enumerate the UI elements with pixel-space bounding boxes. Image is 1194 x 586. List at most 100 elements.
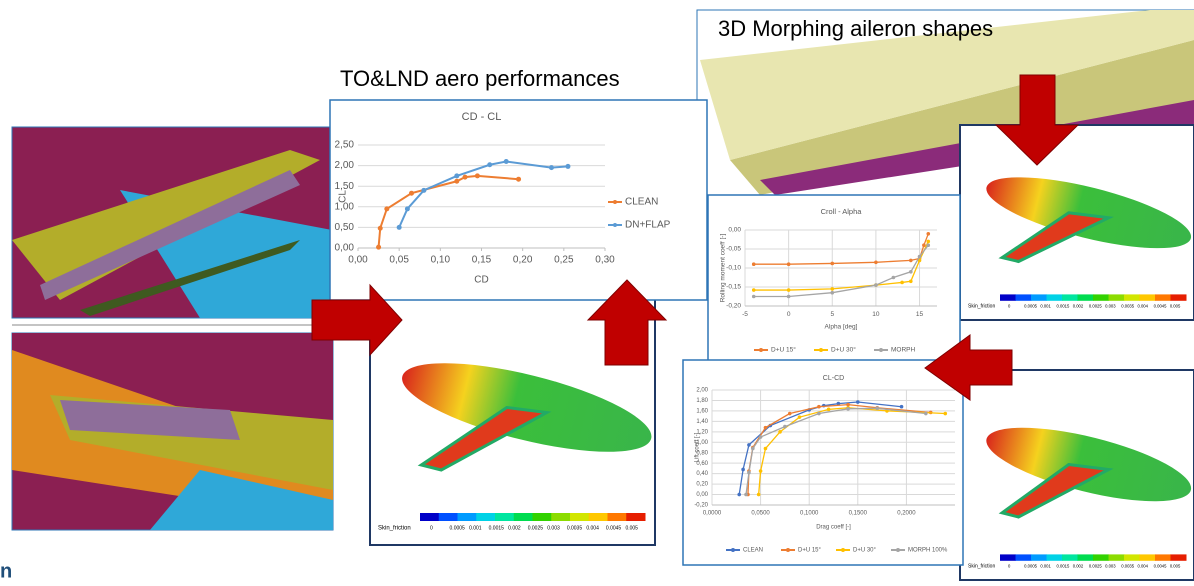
data-point xyxy=(421,188,426,193)
y-tick-label: 2,00 xyxy=(335,160,355,171)
legend-label: D+U 15° xyxy=(798,548,822,554)
colorbar-label: 0.0045 xyxy=(1154,564,1167,569)
colorbar-label: 0.005 xyxy=(1170,304,1181,309)
colorbar-label: 0.0015 xyxy=(1057,564,1070,569)
data-point xyxy=(875,406,879,410)
colorbar-label: 0.0025 xyxy=(1089,304,1102,309)
colorbar-label: 0.0035 xyxy=(567,525,583,531)
data-point xyxy=(565,164,570,169)
y-tick-label: -0,15 xyxy=(726,284,741,291)
data-point xyxy=(384,206,389,211)
x-tick-label: 0,1500 xyxy=(849,511,868,517)
x-tick-label: 0,10 xyxy=(431,255,451,266)
slide: n 3D Morphing aileron shapes TO&LND aero… xyxy=(0,0,1194,586)
chart-frame xyxy=(708,195,960,370)
colorbar-cell xyxy=(1000,294,1016,300)
data-point xyxy=(549,165,554,170)
data-point xyxy=(744,493,748,497)
aero-heading: TO&LND aero performances xyxy=(340,66,620,91)
x-tick-label: 0,00 xyxy=(348,255,368,266)
data-point xyxy=(764,447,768,451)
data-point xyxy=(454,179,459,184)
data-point xyxy=(856,400,860,404)
data-point xyxy=(405,206,410,211)
data-point xyxy=(752,262,756,266)
chart-title: CD - CL xyxy=(462,111,502,123)
chart-title: Croll - Alpha xyxy=(821,207,863,216)
legend-label: MORPH xyxy=(891,347,916,354)
colorbar-cell xyxy=(1062,294,1078,300)
data-point xyxy=(892,276,896,280)
legend-label: D+U 30° xyxy=(831,346,856,354)
data-point xyxy=(918,255,922,259)
x-tick-label: 0,25 xyxy=(554,255,574,266)
legend-marker xyxy=(731,548,735,552)
data-point xyxy=(759,469,763,473)
colorbar-label: 0.005 xyxy=(1170,564,1181,569)
colorbar-label: 0.0035 xyxy=(1121,304,1134,309)
colorbar-cell xyxy=(1109,554,1125,560)
x-tick-label: 5 xyxy=(830,311,834,318)
colorbar-cell xyxy=(1047,294,1063,300)
chart-frame xyxy=(683,360,963,565)
legend-marker xyxy=(819,348,823,352)
y-tick-label: 0,50 xyxy=(335,222,355,233)
data-point xyxy=(787,262,791,266)
colorbar-cell xyxy=(1016,554,1032,560)
colorbar-label: 0.0035 xyxy=(1121,564,1134,569)
data-point xyxy=(909,259,913,263)
y-tick-label: 1,60 xyxy=(696,408,708,414)
data-point xyxy=(900,405,904,409)
colorbar-label: 0.003 xyxy=(1105,564,1116,569)
data-point xyxy=(926,240,930,244)
colorbar-cell xyxy=(1155,554,1171,560)
colorbar-cell xyxy=(458,513,477,521)
data-point xyxy=(787,288,791,292)
colorbar-label: 0.0005 xyxy=(1024,564,1037,569)
legend-marker xyxy=(896,548,900,552)
data-point xyxy=(943,412,947,416)
colorbar-cell xyxy=(1171,554,1187,560)
x-tick-label: 0,0000 xyxy=(703,511,722,517)
colorbar-cell xyxy=(1155,294,1171,300)
data-point xyxy=(924,412,928,416)
y-tick-label: 1,40 xyxy=(696,419,708,425)
colorbar-label: 0.002 xyxy=(1073,564,1084,569)
colorbar-label: 0.001 xyxy=(1040,304,1051,309)
colorbar-title: Skin_friction xyxy=(968,564,995,570)
y-tick-label: -0,05 xyxy=(726,246,741,253)
colorbar-cell xyxy=(1140,554,1156,560)
y-tick-label: 0,40 xyxy=(696,471,708,477)
legend-label: D+U 15° xyxy=(771,346,796,354)
data-point xyxy=(846,403,850,407)
data-point xyxy=(463,175,468,180)
legend-marker xyxy=(879,348,883,352)
data-point xyxy=(397,225,402,230)
y-tick-label: 2,00 xyxy=(696,388,708,394)
colorbar-label: 0.003 xyxy=(1105,304,1116,309)
data-point xyxy=(454,173,459,178)
data-point xyxy=(752,288,756,292)
colorbar-label: 0.0005 xyxy=(1024,304,1037,309)
colorbar-label: 0.004 xyxy=(1137,304,1148,309)
y-axis-title: Lift coeff [-] xyxy=(695,432,701,462)
colorbar-cell xyxy=(439,513,458,521)
data-point xyxy=(926,232,930,236)
data-point xyxy=(798,415,802,419)
colorbar-cell xyxy=(1124,554,1140,560)
data-point xyxy=(504,159,509,164)
data-point xyxy=(378,226,383,231)
colorbar-title: Skin_friction xyxy=(378,526,411,532)
colorbar-cell xyxy=(1140,294,1156,300)
colorbar-label: 0 xyxy=(430,525,433,531)
y-tick-label: -0,20 xyxy=(694,503,708,509)
colorbar-cell xyxy=(1062,554,1078,560)
y-tick-label: 0,00 xyxy=(696,492,708,498)
x-axis-title: Drag coeff [-] xyxy=(816,525,851,531)
colorbar-label: 0.0015 xyxy=(1057,304,1070,309)
x-tick-label: 0,05 xyxy=(389,255,409,266)
colorbar-label: 0.001 xyxy=(1040,564,1051,569)
x-axis-title: CD xyxy=(474,275,488,286)
legend-label: MORPH 100% xyxy=(908,548,948,554)
colorbar-label: 0.0005 xyxy=(450,525,466,531)
